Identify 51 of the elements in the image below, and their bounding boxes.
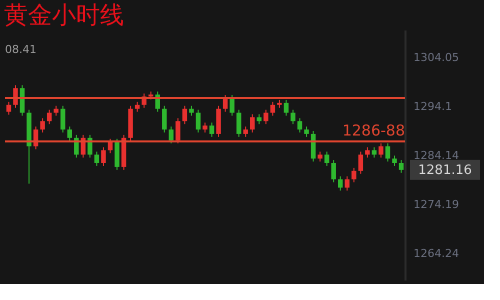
candlestick	[378, 142, 384, 158]
y-tick-label: 1284.14	[414, 148, 459, 162]
candlestick	[385, 142, 390, 162]
candlestick	[264, 109, 268, 125]
candlestick	[338, 176, 343, 192]
candlestick	[290, 109, 296, 125]
candlestick	[13, 84, 18, 108]
candlestick	[6, 101, 12, 116]
candlestick	[196, 109, 201, 133]
candlestick	[209, 122, 214, 138]
candlestick	[182, 105, 188, 125]
candlestick	[297, 118, 302, 133]
annotation: 1286-88	[342, 121, 405, 140]
candlestick	[168, 126, 174, 144]
candlestick	[67, 126, 72, 142]
candlestick	[318, 151, 322, 162]
chart-title: 黄金小时线	[4, 1, 124, 29]
candlestick	[101, 146, 106, 166]
candlestick	[365, 146, 370, 158]
candlestick	[60, 105, 66, 133]
y-tick-label: 1274.19	[414, 198, 459, 211]
candlestick	[236, 109, 242, 138]
candlestick	[134, 101, 140, 112]
y-tick-label: 1294.1	[414, 100, 452, 113]
candlestick	[46, 109, 52, 125]
candlestick	[189, 105, 194, 116]
candlestick	[284, 99, 289, 116]
candlestick	[304, 126, 309, 138]
y-tick-label: 1264.24	[414, 246, 459, 260]
candlestick	[270, 101, 276, 116]
candlestick	[230, 94, 234, 116]
y-tick-label: 1304.05	[414, 50, 459, 64]
candlestick	[392, 155, 397, 166]
candlestick	[358, 151, 364, 174]
candlestick	[331, 160, 336, 183]
candlestick	[398, 160, 404, 174]
candlestick	[94, 151, 100, 166]
candlestick	[344, 176, 350, 192]
text: 1281.16	[418, 162, 472, 178]
candlestick	[372, 146, 377, 158]
candlestick	[176, 118, 180, 144]
candlestick	[54, 105, 58, 116]
candlestick	[324, 151, 330, 166]
candlestick	[162, 105, 167, 133]
candlestick	[243, 126, 248, 138]
candlestick	[202, 122, 208, 133]
candlestick	[250, 114, 255, 133]
annotation: 08.41	[5, 43, 36, 56]
candlestick	[352, 167, 356, 183]
candlestick	[256, 114, 262, 125]
candlestick	[40, 118, 45, 133]
